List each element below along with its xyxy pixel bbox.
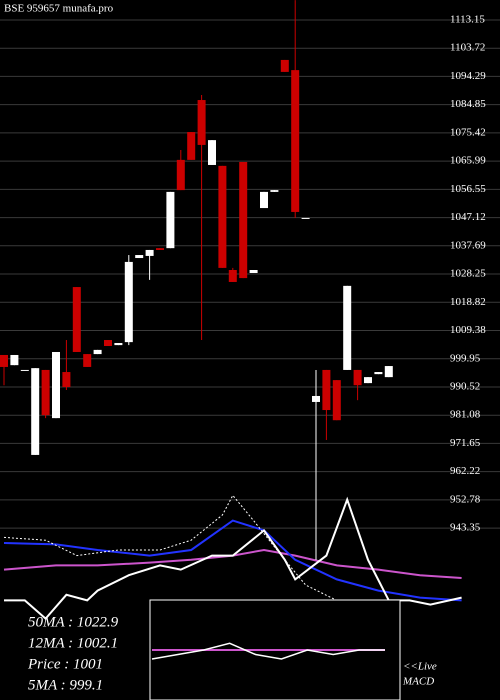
y-tick-label: 952.78 <box>450 493 481 505</box>
candle-body <box>93 349 102 355</box>
stat-label: 5MA : 999.1 <box>28 677 103 693</box>
y-tick-label: 962.22 <box>450 465 480 477</box>
candle-body <box>343 285 352 370</box>
y-tick-label: 1009.38 <box>450 324 486 336</box>
candle-body <box>135 255 144 259</box>
candle-body <box>104 340 112 347</box>
y-tick-label: 1018.82 <box>450 296 486 308</box>
stat-label: Price : 1001 <box>27 656 103 672</box>
candle-body <box>20 369 29 371</box>
candle-body <box>364 377 372 384</box>
indicator-line <box>4 496 462 621</box>
candle-body <box>208 140 216 165</box>
candle-body <box>301 217 310 219</box>
candle-body <box>124 261 133 343</box>
candle-body <box>62 372 71 388</box>
candle-body <box>270 190 279 192</box>
live-label: <<Live <box>403 661 437 673</box>
macd-label: MACD <box>402 676 434 688</box>
y-tick-label: 1028.25 <box>450 268 486 280</box>
candle-body <box>218 165 227 268</box>
candle-body <box>114 343 123 346</box>
candle-body <box>10 354 19 366</box>
candle-body <box>291 70 300 212</box>
candle-body <box>145 249 154 256</box>
candle-body <box>332 380 341 421</box>
y-tick-label: 1047.12 <box>450 211 486 223</box>
indicator-line <box>3 519 462 602</box>
candle-body <box>197 100 206 145</box>
candle-body <box>280 59 289 72</box>
y-tick-label: 971.65 <box>450 437 481 449</box>
candle-body <box>312 395 320 402</box>
y-tick-label: 1056.55 <box>450 183 486 195</box>
grid <box>0 19 500 529</box>
candle-body <box>374 372 383 375</box>
y-tick-label: 1103.72 <box>450 42 485 54</box>
candle-body <box>353 369 362 386</box>
y-tick-label: 981.08 <box>450 409 481 421</box>
candle-body <box>31 368 40 455</box>
y-tick-label: 999.95 <box>450 352 481 364</box>
y-tick-label: 1065.99 <box>450 155 486 167</box>
candle-body <box>228 269 237 282</box>
macd <box>151 642 385 660</box>
y-tick-label: 943.35 <box>450 522 481 534</box>
indicator-line <box>3 548 462 579</box>
stat-label: 50MA : 1022.9 <box>28 614 119 630</box>
candle-body <box>322 369 331 411</box>
indicator-lines <box>3 494 462 621</box>
candle-body <box>41 369 50 416</box>
candle-body <box>176 159 185 191</box>
candle-body <box>72 287 81 352</box>
candle-body <box>52 351 60 419</box>
macd-line <box>151 642 385 660</box>
candle-body <box>0 354 8 367</box>
y-tick-label: 990.52 <box>450 380 480 392</box>
candle-body <box>384 366 393 378</box>
candle-body <box>239 161 248 279</box>
candle-body <box>249 269 258 273</box>
y-tick-label: 1113.15 <box>450 14 485 26</box>
y-tick-label: 1075.42 <box>450 126 486 138</box>
chart-title: BSE 959657 munafa.pro <box>4 3 114 15</box>
stat-label: 12MA : 1002.1 <box>28 635 118 651</box>
candle-body <box>156 248 164 250</box>
candle-body <box>260 191 268 209</box>
y-tick-label: 1094.29 <box>450 70 486 82</box>
candle-body <box>83 354 92 367</box>
candle-body <box>187 132 196 160</box>
candles <box>0 0 393 560</box>
candle-body <box>166 191 175 249</box>
ticks: 1113.15 1103.72 1094.29 1084.85 1075.42 1065.… <box>450 14 486 534</box>
indicator-line <box>3 494 338 601</box>
y-tick-label: 1037.69 <box>450 239 486 251</box>
y-tick-label: 1084.85 <box>450 98 486 110</box>
